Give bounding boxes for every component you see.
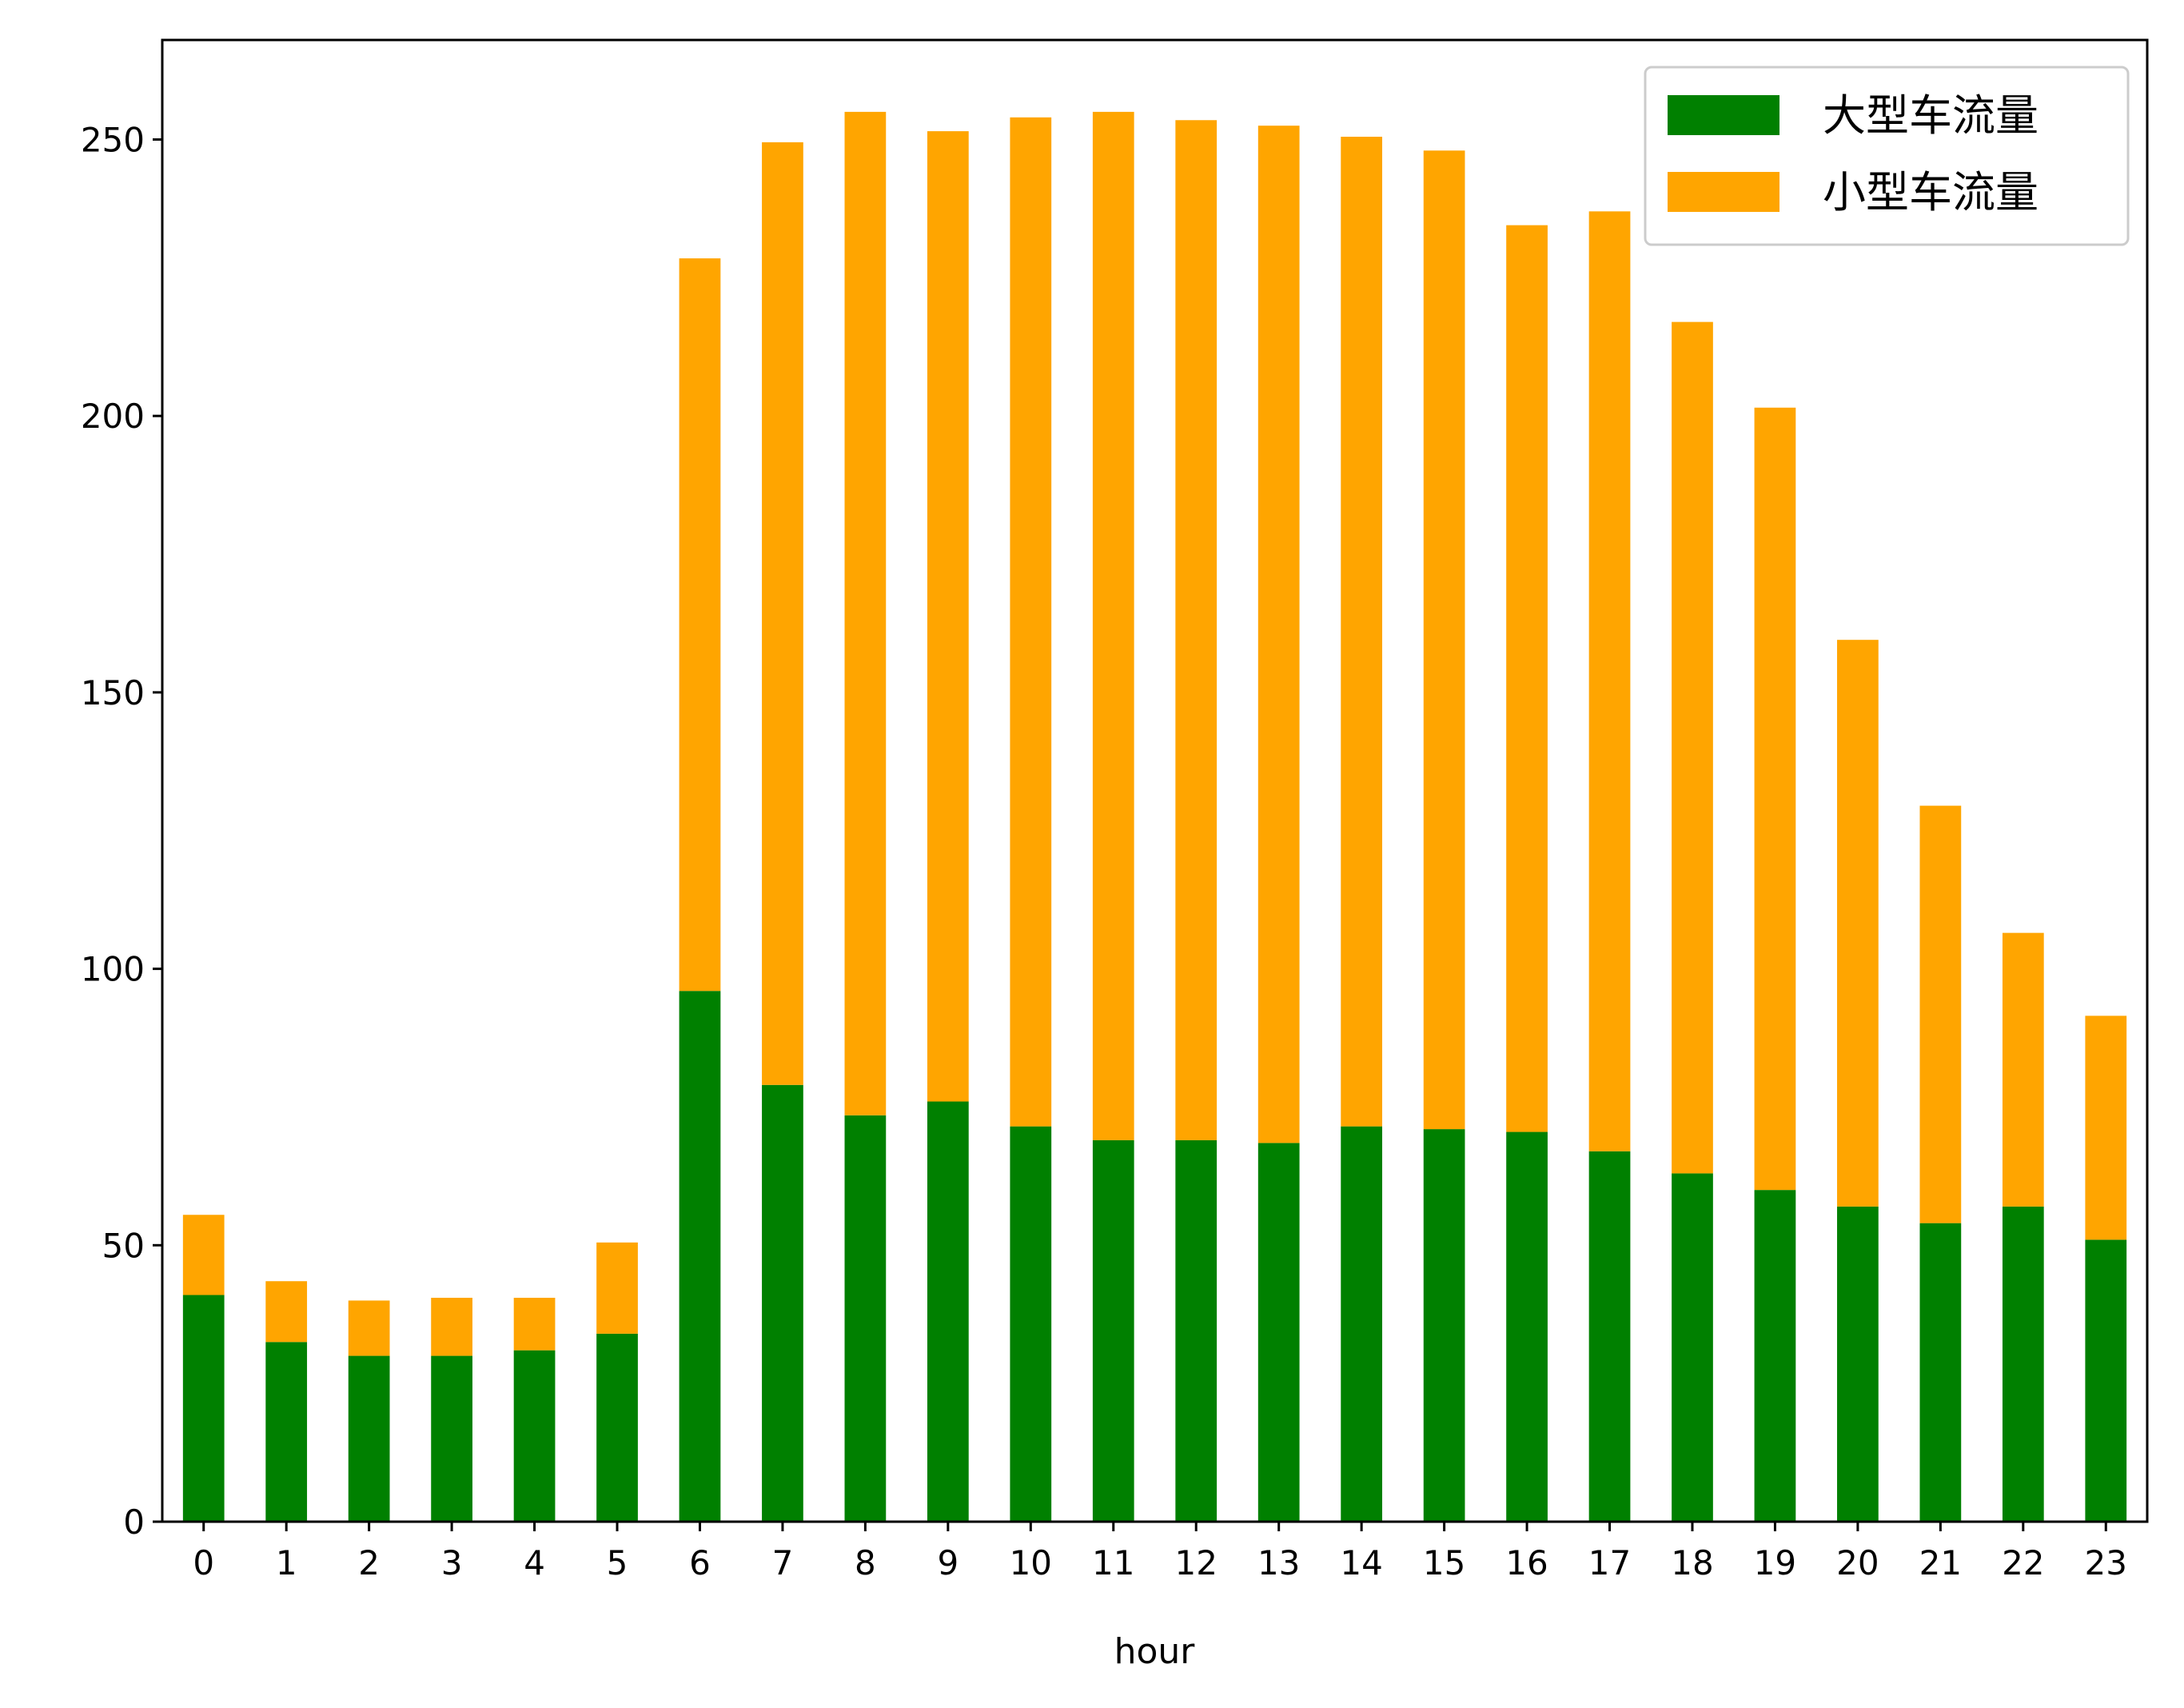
bar-series-1-hour-21	[1919, 1223, 1962, 1522]
bar-series-1-hour-6	[679, 991, 721, 1522]
bar-series-1-hour-9	[927, 1101, 969, 1522]
bar-series-2-hour-2	[348, 1300, 390, 1356]
bar-series-2-hour-10	[1010, 117, 1052, 1127]
bar-series-1-hour-5	[596, 1333, 638, 1522]
x-tick-label-11: 11	[1092, 1543, 1134, 1582]
bar-series-2-hour-18	[1672, 321, 1713, 1174]
bar-series-2-hour-21	[1919, 805, 1962, 1223]
y-tick-label: 100	[81, 950, 145, 989]
x-tick-label-8: 8	[855, 1543, 876, 1582]
bar-series-2-hour-13	[1257, 126, 1300, 1143]
bar-series-2-hour-9	[927, 131, 969, 1102]
bar-series-1-hour-14	[1341, 1126, 1383, 1522]
x-tick-label-9: 9	[937, 1543, 958, 1582]
series-1-bars	[182, 991, 2127, 1522]
bar-series-1-hour-10	[1010, 1126, 1052, 1522]
x-tick-label-17: 17	[1588, 1543, 1631, 1582]
x-tick-label-23: 23	[2085, 1543, 2127, 1582]
x-tick-label-19: 19	[1754, 1543, 1796, 1582]
bar-series-1-hour-12	[1175, 1139, 1218, 1522]
x-axis-label: hour	[1114, 1631, 1196, 1672]
x-tick-label-10: 10	[1010, 1543, 1052, 1582]
x-tick-label-7: 7	[772, 1543, 794, 1582]
y-tick-label: 200	[81, 397, 145, 436]
x-tick-label-5: 5	[607, 1543, 628, 1582]
x-tick-label-3: 3	[441, 1543, 463, 1582]
x-tick-label-13: 13	[1257, 1543, 1300, 1582]
bar-series-2-hour-8	[844, 111, 887, 1115]
x-tick-label-2: 2	[358, 1543, 380, 1582]
x-tick-label-21: 21	[1919, 1543, 1962, 1582]
bar-series-1-hour-2	[348, 1355, 390, 1522]
legend-swatch-series-1	[1668, 95, 1779, 135]
bar-series-1-hour-0	[182, 1295, 225, 1522]
bar-series-2-hour-0	[182, 1215, 225, 1295]
bar-series-1-hour-13	[1257, 1143, 1300, 1522]
bar-series-1-hour-17	[1588, 1151, 1631, 1522]
bar-series-2-hour-5	[596, 1242, 638, 1334]
bar-series-2-hour-6	[679, 258, 721, 992]
x-tick-label-18: 18	[1671, 1543, 1713, 1582]
bar-series-1-hour-11	[1092, 1139, 1134, 1522]
series-2-bars	[182, 111, 2127, 1356]
bar-series-1-hour-1	[265, 1342, 308, 1522]
bar-series-1-hour-8	[844, 1115, 887, 1522]
bar-series-1-hour-3	[431, 1355, 472, 1522]
bar-series-2-hour-12	[1175, 120, 1218, 1140]
y-tick-label: 150	[81, 673, 145, 712]
y-tick-label: 0	[123, 1502, 145, 1542]
bar-series-1-hour-7	[762, 1084, 803, 1522]
x-tick-label-16: 16	[1505, 1543, 1548, 1582]
x-tick-label-20: 20	[1836, 1543, 1879, 1582]
x-tick-label-0: 0	[193, 1543, 214, 1582]
bar-series-1-hour-4	[513, 1350, 556, 1522]
bar-series-2-hour-22	[2002, 932, 2044, 1207]
y-tick-label: 250	[81, 120, 145, 159]
bar-series-1-hour-18	[1672, 1173, 1713, 1522]
x-tick-label-14: 14	[1340, 1543, 1382, 1582]
bar-series-1-hour-16	[1506, 1131, 1548, 1522]
bars-layer	[182, 111, 2127, 1522]
bar-series-1-hour-22	[2002, 1206, 2044, 1522]
x-tick-label-12: 12	[1175, 1543, 1218, 1582]
bar-series-1-hour-19	[1754, 1190, 1796, 1522]
x-tick-label-22: 22	[2002, 1543, 2044, 1582]
x-tick-label-6: 6	[689, 1543, 711, 1582]
bar-series-1-hour-15	[1423, 1129, 1465, 1522]
x-tick-label-15: 15	[1423, 1543, 1465, 1582]
bar-series-2-hour-3	[431, 1297, 472, 1356]
bar-series-2-hour-1	[265, 1281, 308, 1343]
y-tick-label: 50	[102, 1226, 145, 1265]
bar-series-2-hour-20	[1837, 640, 1879, 1207]
bar-series-2-hour-4	[513, 1297, 556, 1351]
x-tick-label-4: 4	[524, 1543, 545, 1582]
x-tick-label-1: 1	[276, 1543, 297, 1582]
legend-swatch-series-2	[1668, 172, 1779, 212]
bar-series-2-hour-11	[1092, 111, 1134, 1140]
bar-series-2-hour-14	[1341, 137, 1383, 1127]
legend-label-series-1: 大型车流量	[1823, 90, 2039, 141]
bar-series-2-hour-23	[2085, 1016, 2127, 1240]
bar-series-1-hour-20	[1837, 1206, 1879, 1522]
bar-series-2-hour-19	[1754, 407, 1796, 1191]
plot-frame	[161, 38, 2149, 1523]
bar-series-2-hour-16	[1506, 225, 1548, 1132]
bar-series-2-hour-7	[762, 142, 803, 1085]
legend-label-series-2: 小型车流量	[1823, 167, 2039, 217]
bar-series-1-hour-23	[2085, 1239, 2127, 1522]
bar-series-2-hour-15	[1423, 150, 1465, 1130]
bar-series-2-hour-17	[1588, 211, 1631, 1151]
